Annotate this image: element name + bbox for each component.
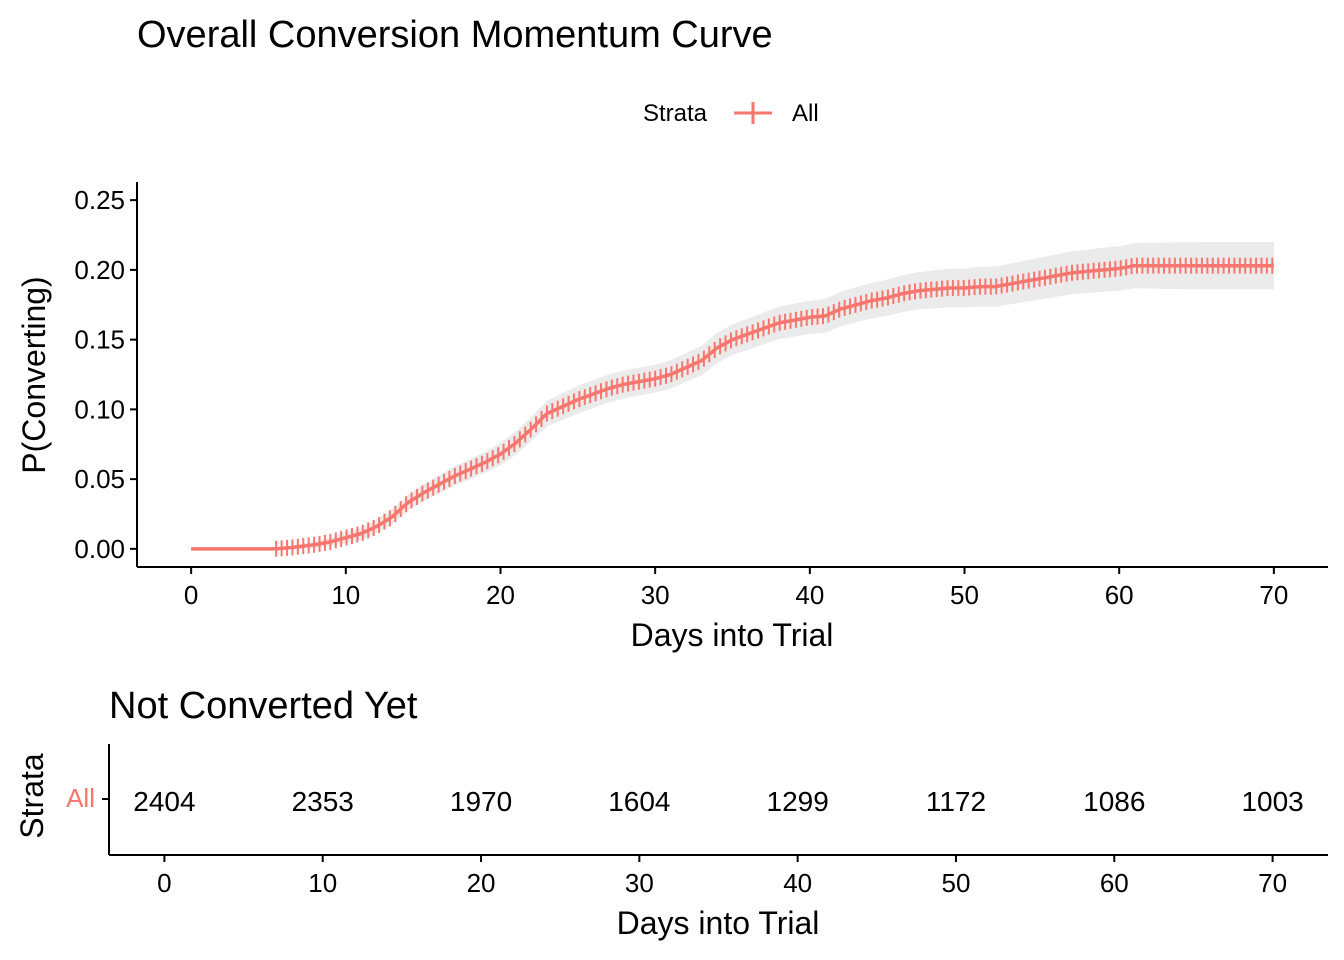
y-axis-label: P(Converting)	[16, 276, 52, 473]
legend-entry-all: All	[792, 100, 819, 127]
risk-value: 1086	[1083, 786, 1145, 817]
x-tick-label: 20	[486, 580, 515, 610]
risk-value: 1172	[926, 786, 986, 817]
risk-value: 1299	[767, 786, 829, 817]
y-axis-ticks: 0.00 0.05 0.10 0.15 0.20 0.25	[74, 185, 137, 564]
x-tick-label: 70	[1259, 580, 1288, 610]
x-tick-label: 40	[795, 580, 824, 610]
x-tick-label: 0	[184, 580, 198, 610]
x-axis-ticks: 0 10 20 30 40 50 60 70	[184, 567, 1288, 610]
risk-value: 1003	[1241, 786, 1303, 817]
risk-values: 2404 2353 1970 1604 1299 1172 1086 1003	[133, 786, 1303, 817]
risk-table-row-label: All	[66, 783, 95, 813]
x-tick-label: 10	[331, 580, 360, 610]
risk-x-axis-label: Days into Trial	[617, 905, 820, 941]
risk-x-axis-ticks: 0 10 20 30 40 50 60 70	[157, 855, 1287, 898]
risk-x-tick-label: 20	[467, 868, 496, 898]
risk-table-title: Not Converted Yet	[109, 685, 418, 727]
chart-title: Overall Conversion Momentum Curve	[137, 14, 773, 56]
y-tick-label: 0.20	[74, 255, 125, 285]
risk-value: 1970	[450, 786, 512, 817]
risk-x-tick-label: 50	[942, 868, 971, 898]
y-tick-label: 0.25	[74, 185, 125, 215]
y-tick-label: 0.15	[74, 325, 125, 355]
risk-value: 2404	[133, 786, 195, 817]
x-tick-label: 30	[641, 580, 670, 610]
risk-x-tick-label: 40	[783, 868, 812, 898]
survival-plot-panel: 0.00 0.05 0.10 0.15 0.20 0.25 0 10 20 30 40 50 60 70…	[16, 182, 1328, 653]
y-tick-label: 0.00	[74, 534, 125, 564]
risk-x-tick-label: 10	[308, 868, 337, 898]
risk-table-panel: Not Converted Yet Strata All 2404 2353 197…	[14, 685, 1328, 941]
conversion-curve-all	[191, 263, 1274, 551]
risk-x-tick-label: 60	[1100, 868, 1129, 898]
risk-value: 1604	[608, 786, 670, 817]
risk-x-tick-label: 0	[157, 868, 171, 898]
censor-marks	[275, 257, 1274, 557]
x-tick-label: 60	[1105, 580, 1134, 610]
risk-x-tick-label: 30	[625, 868, 654, 898]
confidence-band	[191, 242, 1274, 549]
y-tick-label: 0.05	[74, 464, 125, 494]
risk-value: 2353	[292, 786, 354, 817]
legend-title: Strata	[643, 100, 708, 127]
legend: Strata All	[643, 100, 819, 127]
legend-key-all	[734, 102, 772, 124]
risk-table-y-label: Strata	[14, 753, 50, 839]
y-tick-label: 0.10	[74, 394, 125, 424]
x-tick-label: 50	[950, 580, 979, 610]
risk-x-tick-label: 70	[1258, 868, 1287, 898]
x-axis-label: Days into Trial	[631, 617, 834, 653]
